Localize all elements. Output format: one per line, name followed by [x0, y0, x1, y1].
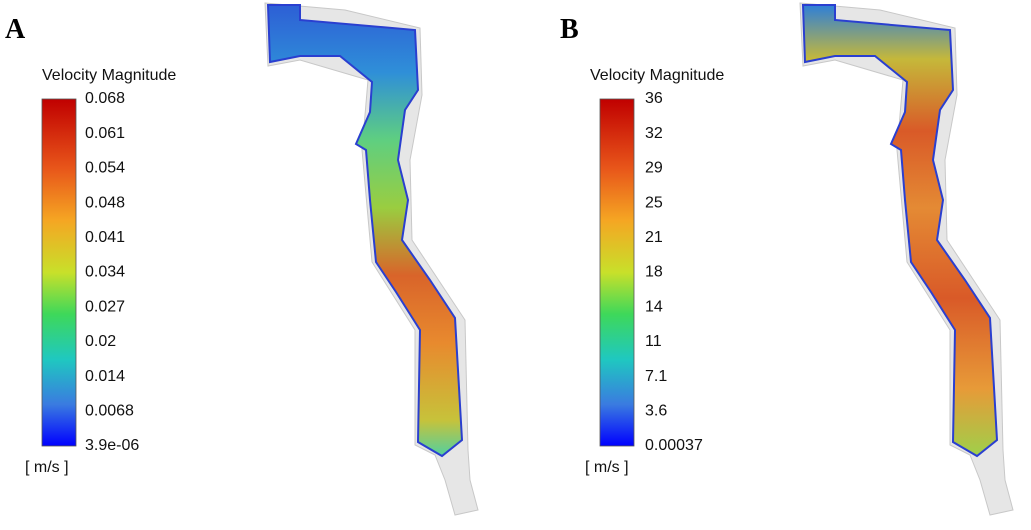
colorbar-tick-label: 0.0068: [85, 403, 134, 420]
legend-title: Velocity Magnitude: [590, 67, 724, 84]
colorbar-tick-label: 0.061: [85, 125, 125, 142]
colorbar-tick-label: 7.1: [645, 368, 667, 385]
panel: A Velocity Magnitude 0.068 0.061 0.054 0.048 0…: [5, 2, 479, 516]
colorbar-tick-label: 11: [645, 333, 662, 350]
colorbar-tick-label: 3.9e-06: [85, 437, 139, 454]
airway-model: [799, 2, 1014, 516]
colorbar-tick-label: 0.014: [85, 368, 125, 385]
panels: A Velocity Magnitude 0.068 0.061 0.054 0.048 0…: [5, 2, 1014, 516]
colorbar-tick-label: 25: [645, 194, 663, 211]
colorbar-tick-label: 18: [645, 264, 663, 281]
colorbar: [41, 98, 77, 447]
unit-label: [ m/s ]: [25, 459, 69, 476]
colorbar-tick-label: 0.027: [85, 298, 125, 315]
colorbar-tick-label: 21: [645, 229, 663, 246]
colorbar-tick-label: 3.6: [645, 403, 667, 420]
velocity-contour: [266, 4, 464, 458]
velocity-contour: [801, 4, 999, 458]
unit-label: [ m/s ]: [585, 459, 629, 476]
colorbar-tick-label: 0.034: [85, 264, 125, 281]
colorbar-tick-label: 0.00037: [645, 437, 703, 454]
colorbar-tick-label: 0.054: [85, 160, 125, 177]
colorbar-tick-label: 0.068: [85, 90, 125, 107]
colorbar-tick-label: 0.041: [85, 229, 125, 246]
airway-model: [264, 2, 479, 516]
panel: B Velocity Magnitude 36 32 29 25 21 18 14 11 7.1 3.…: [560, 2, 1014, 516]
colorbar-tick-label: 14: [645, 298, 663, 315]
legend-title: Velocity Magnitude: [42, 67, 176, 84]
panel-label: B: [560, 14, 579, 45]
colorbar-tick-label: 29: [645, 160, 663, 177]
colorbar: [599, 98, 635, 447]
colorbar-tick-label: 0.02: [85, 333, 116, 350]
colorbar-tick-label: 0.048: [85, 194, 125, 211]
colorbar-tick-label: 36: [645, 90, 663, 107]
panel-label: A: [5, 14, 26, 45]
colorbar-tick-label: 32: [645, 125, 663, 142]
